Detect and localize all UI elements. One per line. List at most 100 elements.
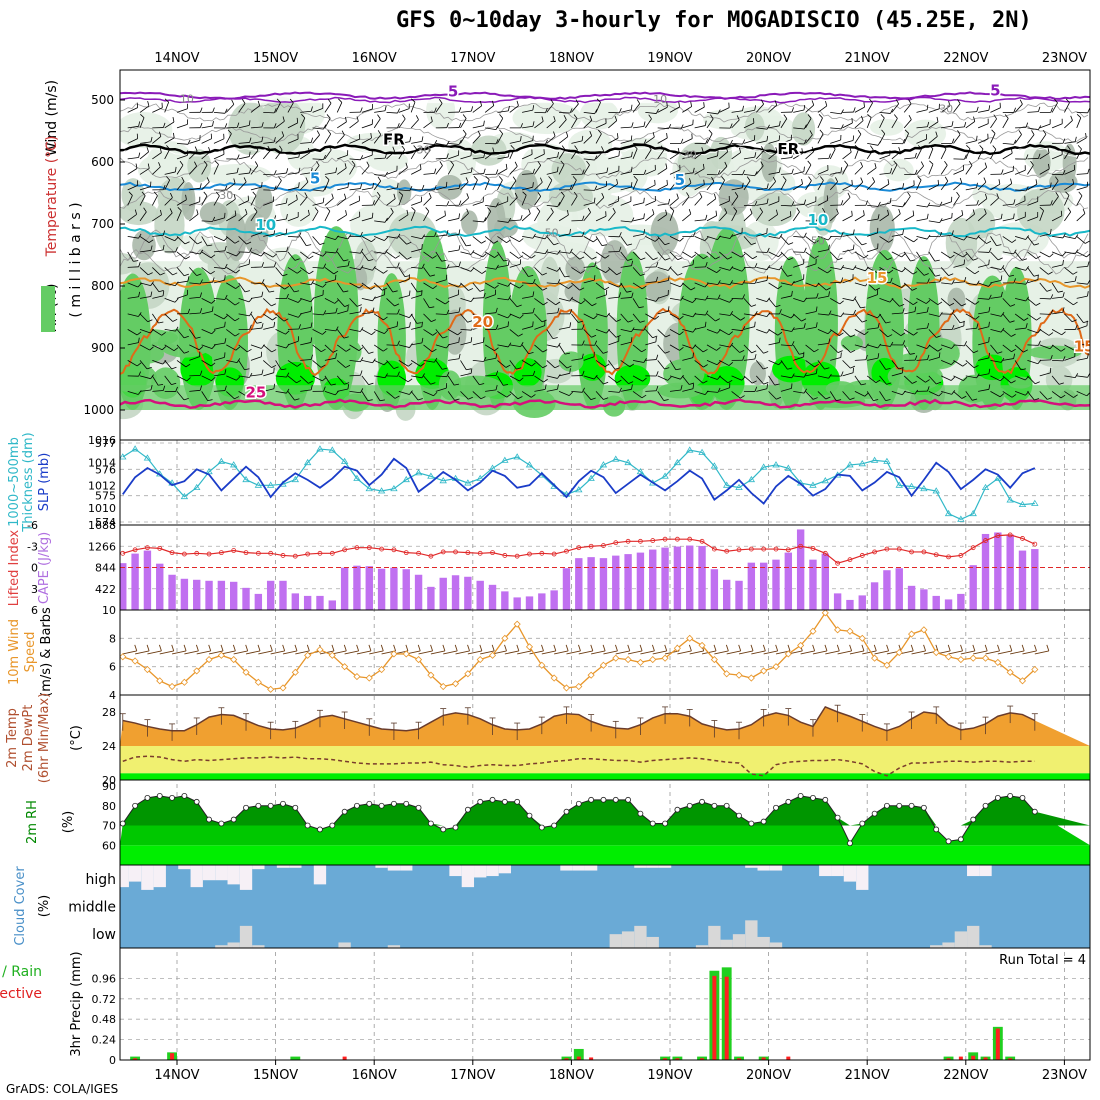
wind-barb-feather — [278, 176, 282, 181]
slp-point — [242, 475, 250, 483]
cloud-low-bar — [967, 925, 980, 948]
wind-barb-feather — [376, 191, 381, 197]
wind-barb-shaft — [1076, 236, 1086, 244]
wind-barb-feather — [358, 347, 364, 351]
wind-barb-shaft — [817, 236, 829, 241]
wind-barb-shaft — [891, 205, 903, 208]
wind10-barb-feather — [306, 644, 310, 652]
wind-barb-shaft — [189, 389, 201, 392]
wind-barb-feather — [224, 294, 228, 300]
wind-barb-shaft — [337, 154, 348, 160]
wind-barb-feather — [852, 135, 855, 141]
wind-barb-shaft — [928, 220, 940, 224]
wind-barb-shaft — [213, 279, 225, 284]
wind-barb-shaft — [657, 344, 666, 354]
wind-barb-feather — [532, 233, 536, 239]
wind-barb-feather — [417, 290, 423, 293]
wind10-barb-feather — [664, 644, 668, 652]
wind-barb-feather — [383, 316, 388, 321]
wind-barb-shaft — [472, 105, 482, 113]
cape-bar — [698, 546, 706, 610]
li-point — [1020, 536, 1025, 541]
wind-barb-feather — [736, 115, 740, 121]
wind-barb-shaft — [226, 182, 236, 191]
wind-barb-feather — [742, 105, 744, 111]
tick-label: 844 — [95, 562, 116, 575]
wind-barb-shaft — [1002, 267, 1010, 277]
wind-barb-shaft — [127, 214, 137, 222]
li-point — [366, 545, 372, 551]
wind-barb-shaft — [472, 375, 480, 385]
wind-barb-feather — [660, 145, 665, 151]
wind-barb-shaft — [953, 195, 960, 206]
wind10-barb — [295, 650, 310, 655]
wind-barb-feather — [384, 249, 388, 254]
wind-barb-shaft — [1002, 329, 1012, 337]
wind-barb-feather — [1057, 290, 1063, 293]
wind-barb-feather — [446, 309, 450, 315]
wind-barb-feather — [397, 262, 400, 268]
wind10-point — [316, 646, 324, 654]
wind-barb-feather — [150, 245, 153, 251]
wind-barb-feather — [1025, 122, 1029, 128]
wind-barb-feather — [1087, 291, 1089, 297]
wind10-barb — [480, 650, 495, 655]
wind-barb-feather — [164, 98, 169, 103]
wind-barb-feather — [751, 350, 757, 354]
wind-barb-shaft — [127, 185, 138, 191]
wind-barb-feather — [972, 398, 978, 401]
contour-label: 5 — [310, 170, 320, 188]
wind-barb-shaft — [226, 236, 236, 244]
wind10-point — [328, 651, 336, 659]
wind-barb-shaft — [657, 360, 665, 370]
wind-barb-shaft — [300, 142, 312, 144]
pressure-tick-label: 600 — [91, 155, 114, 169]
rh-point — [785, 798, 792, 805]
rh-point — [526, 812, 533, 819]
wind10-point — [944, 653, 953, 661]
wind-barb-feather — [384, 153, 388, 159]
wind-barb-shaft — [447, 282, 459, 288]
slp-point — [895, 481, 903, 488]
panel-label-temp_l2: 2m DewPt — [21, 705, 36, 772]
wind-barb-feather — [493, 240, 499, 244]
wind-barb-shaft — [275, 233, 287, 237]
wind-barb-shaft — [300, 389, 312, 392]
wind-barb-feather — [457, 331, 462, 336]
wind-barb-shaft — [805, 344, 815, 353]
wind-barb-feather — [959, 177, 963, 183]
wind-barb-shaft — [152, 295, 164, 299]
wind-barb-feather — [1067, 145, 1071, 150]
cape-bar — [957, 593, 965, 610]
wind-barb-shaft — [731, 329, 743, 332]
wind-barb-feather — [286, 214, 288, 220]
wind-barb-feather — [964, 121, 967, 127]
wind-barb-shaft — [447, 391, 455, 401]
wind-barb-shaft — [916, 138, 927, 144]
wind-barb-feather — [162, 244, 165, 250]
wind-barb-shaft — [349, 158, 361, 161]
wind-barb-feather — [788, 242, 794, 245]
wind-barb-shaft — [657, 127, 669, 130]
wind-barb-shaft — [250, 374, 262, 377]
wind10-point — [378, 665, 386, 674]
wind-barb-shaft — [386, 236, 398, 239]
wind-barb-shaft — [275, 149, 283, 160]
cloud-high-bar — [215, 865, 228, 881]
wind-barb-feather — [1073, 394, 1078, 398]
cloud-high-bar — [658, 865, 672, 868]
wind-barb-shaft — [558, 267, 565, 278]
li-point — [527, 551, 532, 557]
wind-barb-shaft — [349, 360, 361, 363]
wind-barb-shaft — [435, 267, 447, 270]
wind-barb-shaft — [706, 375, 718, 380]
wind-barb-shaft — [743, 109, 755, 113]
wind-barb-feather — [1062, 138, 1066, 144]
wind-barb-shaft — [768, 236, 780, 239]
wind-barb-feather — [725, 146, 729, 152]
wind-barb-feather — [979, 145, 984, 150]
wind-barb-shaft — [682, 388, 694, 392]
wind-barb-feather — [345, 210, 347, 216]
wind-barb-feather — [703, 102, 705, 108]
cloud-low-bar — [769, 942, 783, 948]
